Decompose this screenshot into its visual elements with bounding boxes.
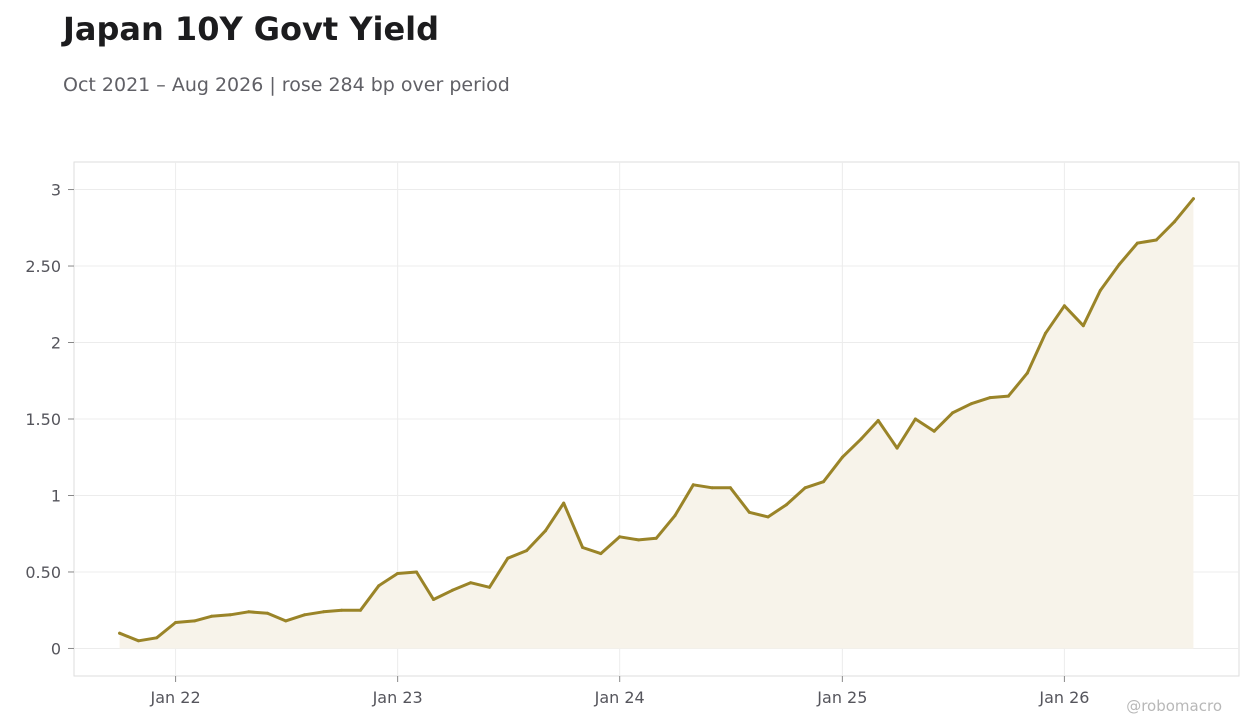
data-point (450, 588, 454, 592)
data-point (359, 608, 362, 612)
data-point (321, 610, 325, 614)
data-point (432, 598, 435, 601)
data-point (340, 608, 344, 612)
data-point (840, 455, 844, 459)
data-point (266, 611, 269, 615)
data-point (1098, 289, 1102, 292)
data-point (969, 402, 973, 406)
data-point (895, 446, 899, 450)
data-point (710, 486, 714, 490)
data-point (544, 529, 547, 533)
y-tick-label: 2.50 (25, 257, 61, 276)
y-tick-label: 0.50 (25, 563, 61, 582)
data-point (155, 636, 159, 640)
x-axis-ticks: Jan 22 Jan 23 Jan 24 Jan 25 Jan 26 (150, 676, 1089, 707)
data-point (174, 621, 178, 624)
data-point (1135, 241, 1139, 245)
data-point (1006, 394, 1010, 398)
data-point (1191, 197, 1195, 201)
data-point (415, 570, 418, 574)
chart-subtitle: Oct 2021 – Aug 2026 | rose 284 bp over p… (63, 74, 510, 96)
data-point (1062, 304, 1066, 308)
data-point (673, 513, 677, 517)
data-point (951, 411, 954, 415)
y-axis-ticks: 0 0.50 1 1.50 2 2.50 3 (25, 181, 74, 658)
data-point (1044, 331, 1047, 335)
data-point (137, 639, 140, 643)
data-point (932, 429, 936, 433)
data-point (228, 613, 232, 617)
y-tick-label: 3 (51, 181, 61, 200)
data-point (1154, 238, 1158, 242)
data-point (469, 581, 473, 585)
x-tick-label: Jan 25 (816, 688, 867, 707)
data-points (118, 197, 1195, 643)
data-point (1117, 263, 1121, 266)
data-point (284, 619, 288, 623)
data-point (803, 486, 807, 490)
yield-area-fill (119, 198, 1194, 649)
y-tick-label: 1 (51, 486, 61, 505)
data-point (747, 510, 751, 514)
data-point (599, 552, 603, 556)
data-point (822, 480, 825, 484)
data-point (913, 417, 917, 421)
data-point (488, 585, 491, 589)
data-point (784, 503, 788, 507)
data-point (118, 631, 122, 635)
data-point (618, 535, 622, 539)
data-point (506, 556, 510, 560)
data-point (210, 614, 213, 618)
y-tick-label: 1.50 (25, 410, 61, 429)
y-tick-label: 0 (51, 639, 61, 658)
x-tick-label: Jan 23 (372, 688, 423, 707)
data-point (303, 613, 307, 617)
x-tick-label: Jan 24 (594, 688, 645, 707)
data-point (396, 572, 400, 575)
x-tick-label: Jan 22 (150, 688, 201, 707)
y-tick-label: 2 (51, 334, 61, 353)
data-point (525, 549, 529, 553)
data-point (988, 396, 992, 400)
data-point (1025, 371, 1029, 375)
data-point (193, 619, 196, 623)
data-point (562, 501, 566, 505)
data-point (654, 536, 658, 540)
data-point (728, 486, 732, 490)
data-point (1081, 324, 1085, 328)
x-tick-label: Jan 26 (1038, 688, 1089, 707)
data-point (691, 483, 695, 487)
chart-title: Japan 10Y Govt Yield (63, 10, 440, 48)
watermark: @robomacro (1126, 697, 1222, 715)
data-point (377, 584, 381, 588)
data-point (637, 538, 641, 542)
data-point (247, 610, 251, 614)
data-point (859, 437, 863, 441)
data-point (876, 419, 880, 422)
data-point (581, 546, 585, 549)
data-point (1173, 220, 1176, 224)
data-point (766, 515, 770, 519)
